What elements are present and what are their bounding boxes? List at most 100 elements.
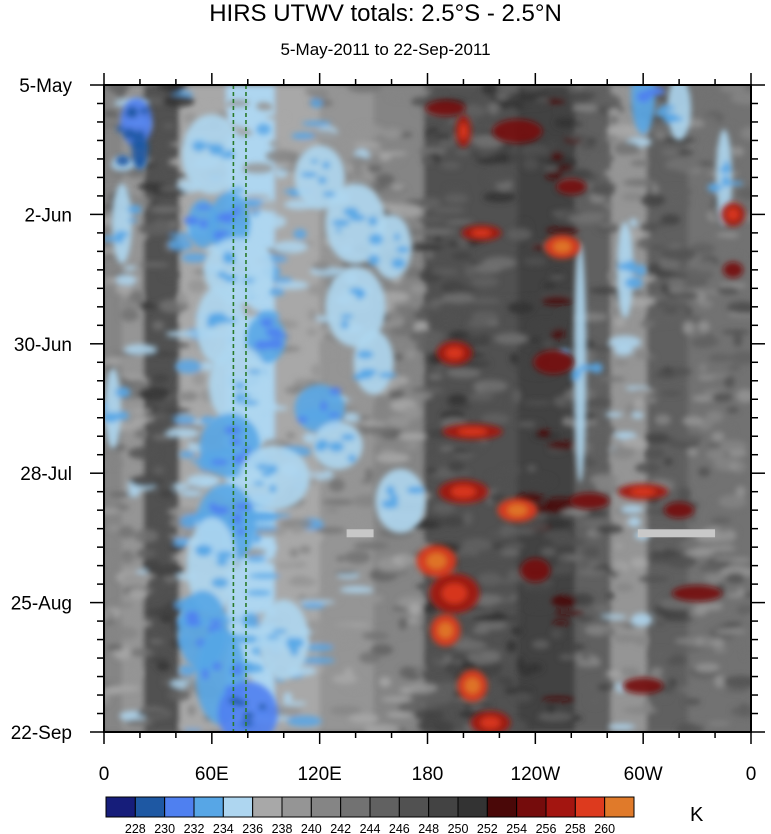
texture-cell (644, 447, 666, 460)
texture-cell (710, 516, 732, 525)
texture-cell (681, 647, 701, 652)
texture-cell (549, 274, 565, 280)
texture-cell (707, 721, 731, 726)
texture-cell (628, 516, 641, 528)
texture-cell (129, 588, 148, 599)
texture-cell (180, 490, 203, 497)
cold-core (297, 416, 308, 423)
texture-cell (717, 440, 748, 453)
texture-cell (742, 652, 751, 658)
texture-cell (144, 161, 159, 168)
cold-core (355, 289, 364, 300)
texture-cell (426, 468, 438, 473)
texture-cell (611, 561, 629, 573)
texture-cell (523, 257, 547, 266)
texture-cell (297, 595, 308, 601)
texture-cell (728, 449, 748, 457)
texture-cell (303, 643, 334, 652)
texture-cell (158, 185, 183, 193)
texture-cell (181, 253, 209, 263)
cold-core (659, 104, 675, 111)
texture-cell (551, 327, 565, 341)
texture-cell (683, 698, 701, 706)
cold-core (234, 382, 246, 390)
texture-cell (543, 282, 557, 289)
texture-cell (165, 331, 198, 337)
y-tick-label: 22-Sep (11, 723, 72, 744)
colorbar-box (164, 796, 195, 818)
cold-core (272, 628, 288, 634)
texture-cell (608, 335, 642, 349)
texture-cell (694, 663, 720, 673)
texture-cell (377, 188, 408, 201)
colorbar-box (105, 796, 136, 818)
texture-cell (603, 155, 615, 162)
texture-cell (345, 390, 377, 404)
texture-cell (507, 301, 534, 314)
cold-core (328, 412, 340, 418)
texture-cell (187, 279, 206, 294)
texture-cell (674, 637, 700, 645)
texture-cell (328, 576, 344, 581)
y-tick-label: 25-Aug (11, 594, 72, 615)
texture-cell (464, 263, 477, 278)
texture-cell (716, 286, 739, 295)
texture-cell (386, 375, 410, 386)
texture-cell (532, 595, 547, 604)
texture-cell (335, 555, 346, 562)
y-tick-label: 5-May (19, 76, 72, 97)
colorbar-box (281, 796, 312, 818)
texture-cell (678, 686, 705, 694)
texture-cell (613, 141, 640, 155)
colorbar-level-label: 236 (242, 822, 263, 834)
cold-core (139, 107, 150, 114)
cold-core (199, 219, 208, 229)
texture-cell (693, 85, 710, 94)
texture-cell (131, 619, 152, 628)
texture-cell (708, 353, 732, 363)
overlay-layer (232, 85, 716, 732)
texture-cell (719, 85, 746, 93)
texture-cell (385, 712, 414, 718)
texture-cell (388, 203, 422, 218)
cold-core (367, 216, 378, 226)
texture-cell (583, 350, 596, 363)
texture-cell (478, 554, 507, 559)
texture-cell (439, 445, 455, 452)
texture-cell (150, 656, 170, 664)
texture-cell (706, 236, 734, 246)
texture-cell (622, 436, 646, 451)
texture-cell (472, 379, 509, 393)
texture-cell (265, 557, 301, 564)
texture-cell (174, 359, 202, 374)
texture-cell (306, 327, 318, 337)
texture-cell (286, 715, 323, 727)
cold-core (317, 176, 327, 185)
cold-core (635, 264, 647, 277)
texture-cell (567, 643, 586, 651)
texture-cell (608, 108, 620, 117)
texture-cell (488, 492, 505, 503)
texture-cell (692, 605, 708, 616)
texture-cell (307, 284, 332, 296)
texture-cell (510, 529, 536, 535)
texture-cell (427, 373, 443, 381)
texture-cell (687, 448, 698, 456)
texture-cell (269, 287, 285, 297)
cold-core (300, 171, 318, 178)
texture-cell (381, 696, 413, 702)
cold-core (347, 454, 357, 463)
texture-cell (342, 513, 363, 526)
texture-cell (182, 112, 198, 124)
texture-cell (419, 691, 454, 705)
texture-cell (405, 672, 422, 681)
texture-cell (644, 432, 671, 444)
texture-cell (153, 466, 165, 475)
warm-regions (416, 100, 746, 732)
cold-core (378, 372, 397, 378)
texture-cell (124, 344, 157, 355)
texture-cell (530, 320, 563, 332)
colorbar-box (310, 796, 342, 818)
texture-cell (425, 290, 437, 303)
texture-cell (580, 520, 615, 526)
